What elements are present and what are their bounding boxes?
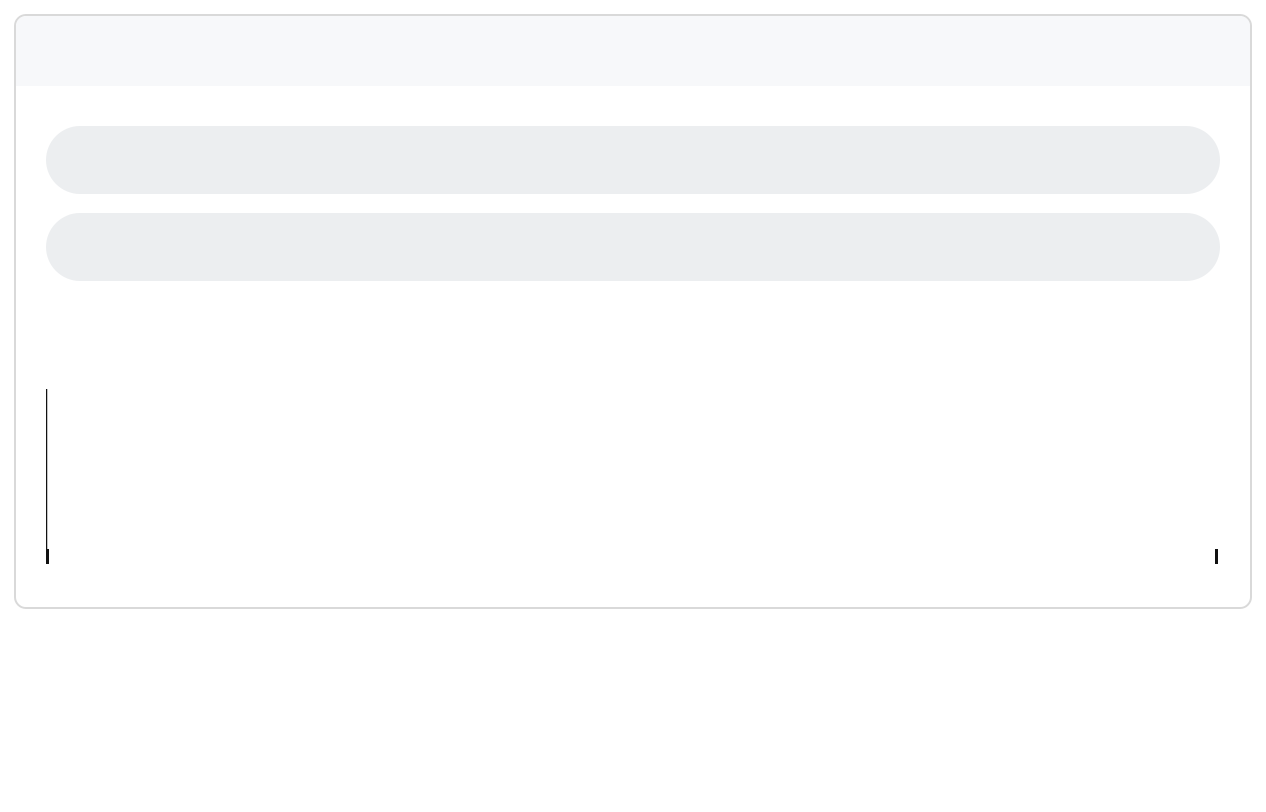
bar-row-ja[interactable] (46, 126, 1220, 194)
distribution-violin-chart (46, 389, 48, 551)
poll-widget-card (14, 14, 1252, 609)
poll-body (16, 126, 1250, 607)
poll-results-bar-chart (46, 126, 1220, 281)
axis-ticks (46, 549, 1220, 565)
distribution-chart (46, 341, 1220, 571)
poll-intro (16, 16, 1250, 86)
axis-tick-right (1215, 549, 1218, 564)
bar-row-nein[interactable] (46, 213, 1220, 281)
axis-tick-left (46, 549, 49, 564)
average-row (46, 341, 1220, 371)
